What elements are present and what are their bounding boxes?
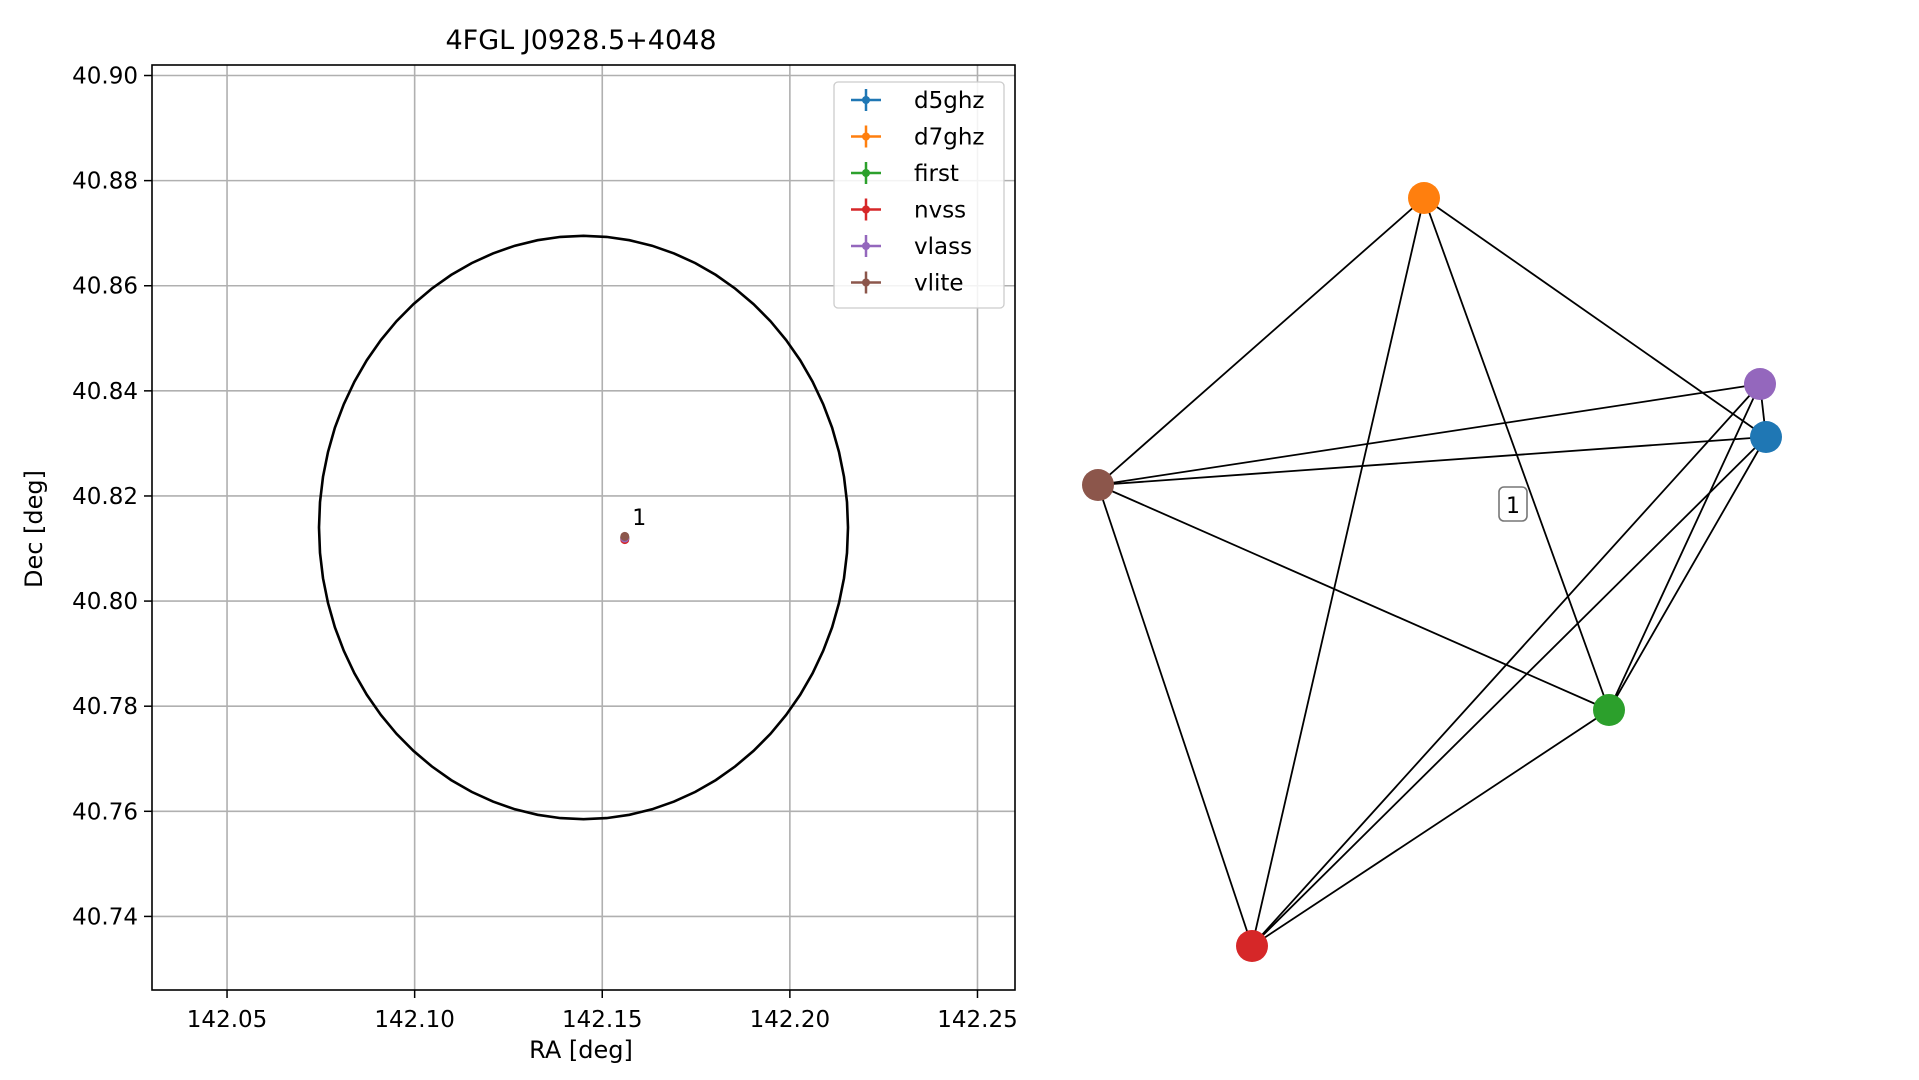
graph-edges [1097, 197, 1767, 947]
legend-label: d5ghz [914, 88, 984, 114]
edge-first-vlass [1608, 383, 1761, 711]
legend-label: first [914, 161, 959, 187]
y-tick-label: 40.88 [72, 169, 138, 195]
source-group-annotation: 1 [632, 506, 646, 531]
edge-nvss-vlass [1251, 383, 1761, 947]
node-vlass [1744, 368, 1776, 400]
edge-vlite-vlass [1097, 383, 1761, 486]
y-axis-ticks: 40.74 40.76 40.78 40.80 40.82 40.84 40.86 40.88… [72, 64, 152, 930]
sky-position-panel: 1 142.05 142.10 142.15 142.20 142.25 40.7440… [20, 25, 1018, 1064]
x-tick-label: 142.15 [562, 1007, 642, 1033]
y-tick-label: 40.76 [72, 799, 138, 825]
legend-label: d7ghz [914, 125, 984, 151]
group-label-text: 1 [1506, 494, 1520, 519]
legend-marker-dot [862, 205, 870, 214]
edge-vlite-nvss [1097, 484, 1253, 947]
edge-vlite-d5ghz [1097, 436, 1767, 486]
x-tick-label: 142.20 [750, 1007, 830, 1033]
node-first [1593, 694, 1625, 726]
y-tick-label: 40.90 [72, 64, 138, 90]
y-tick-label: 40.86 [72, 274, 138, 300]
x-axis-label: RA [deg] [529, 1036, 633, 1064]
edge-d7ghz-vlite [1097, 197, 1425, 486]
edge-d7ghz-first [1423, 197, 1610, 711]
chart-title: 4FGL J0928.5+4048 [445, 25, 716, 56]
node-nvss [1236, 930, 1268, 962]
edge-nvss-d5ghz [1251, 436, 1767, 947]
edge-nvss-first [1251, 709, 1610, 947]
y-tick-label: 40.82 [72, 484, 138, 510]
legend-marker-dot [862, 132, 870, 141]
legend-marker-dot [862, 242, 870, 250]
legend-box [833, 81, 1005, 309]
y-tick-label: 40.74 [72, 904, 138, 930]
graph-nodes [1082, 182, 1782, 962]
y-tick-label: 40.80 [72, 589, 138, 615]
axes-frame [151, 64, 1016, 991]
x-tick-label: 142.25 [937, 1007, 1017, 1033]
legend-marker-dot [862, 96, 870, 104]
source-markers [620, 531, 630, 545]
legend-label: vlass [914, 234, 972, 260]
crossmatch-graph-panel: 1 [1082, 182, 1782, 962]
node-vlite [1082, 469, 1114, 501]
edge-d7ghz-d5ghz [1423, 197, 1767, 438]
legend: d5ghz d7ghz first nvss vlass vlite [833, 81, 1005, 309]
y-tick-label: 40.78 [72, 694, 138, 720]
legend-marker-dot [862, 278, 870, 287]
graph-group-label: 1 [1498, 486, 1528, 522]
legend-label: nvss [914, 198, 966, 224]
group-label-box [1498, 486, 1528, 522]
y-tick-label: 40.84 [72, 379, 138, 405]
legend-entries: d5ghz d7ghz first nvss vlass vlite [851, 88, 984, 297]
localization-ellipse [317, 234, 850, 821]
edge-d7ghz-nvss [1251, 197, 1425, 947]
x-tick-label: 142.05 [187, 1007, 267, 1033]
point-vlite [620, 531, 630, 541]
edge-first-d5ghz [1608, 436, 1767, 711]
edge-vlite-first [1097, 484, 1610, 711]
legend-label: vlite [914, 271, 964, 297]
y-axis-label: Dec [deg] [20, 470, 48, 588]
legend-marker-dot [862, 169, 870, 177]
node-d5ghz [1750, 421, 1782, 453]
node-d7ghz [1408, 182, 1440, 214]
x-axis-ticks: 142.05 142.10 142.15 142.20 142.25 [187, 990, 1018, 1033]
x-tick-label: 142.10 [374, 1007, 454, 1033]
